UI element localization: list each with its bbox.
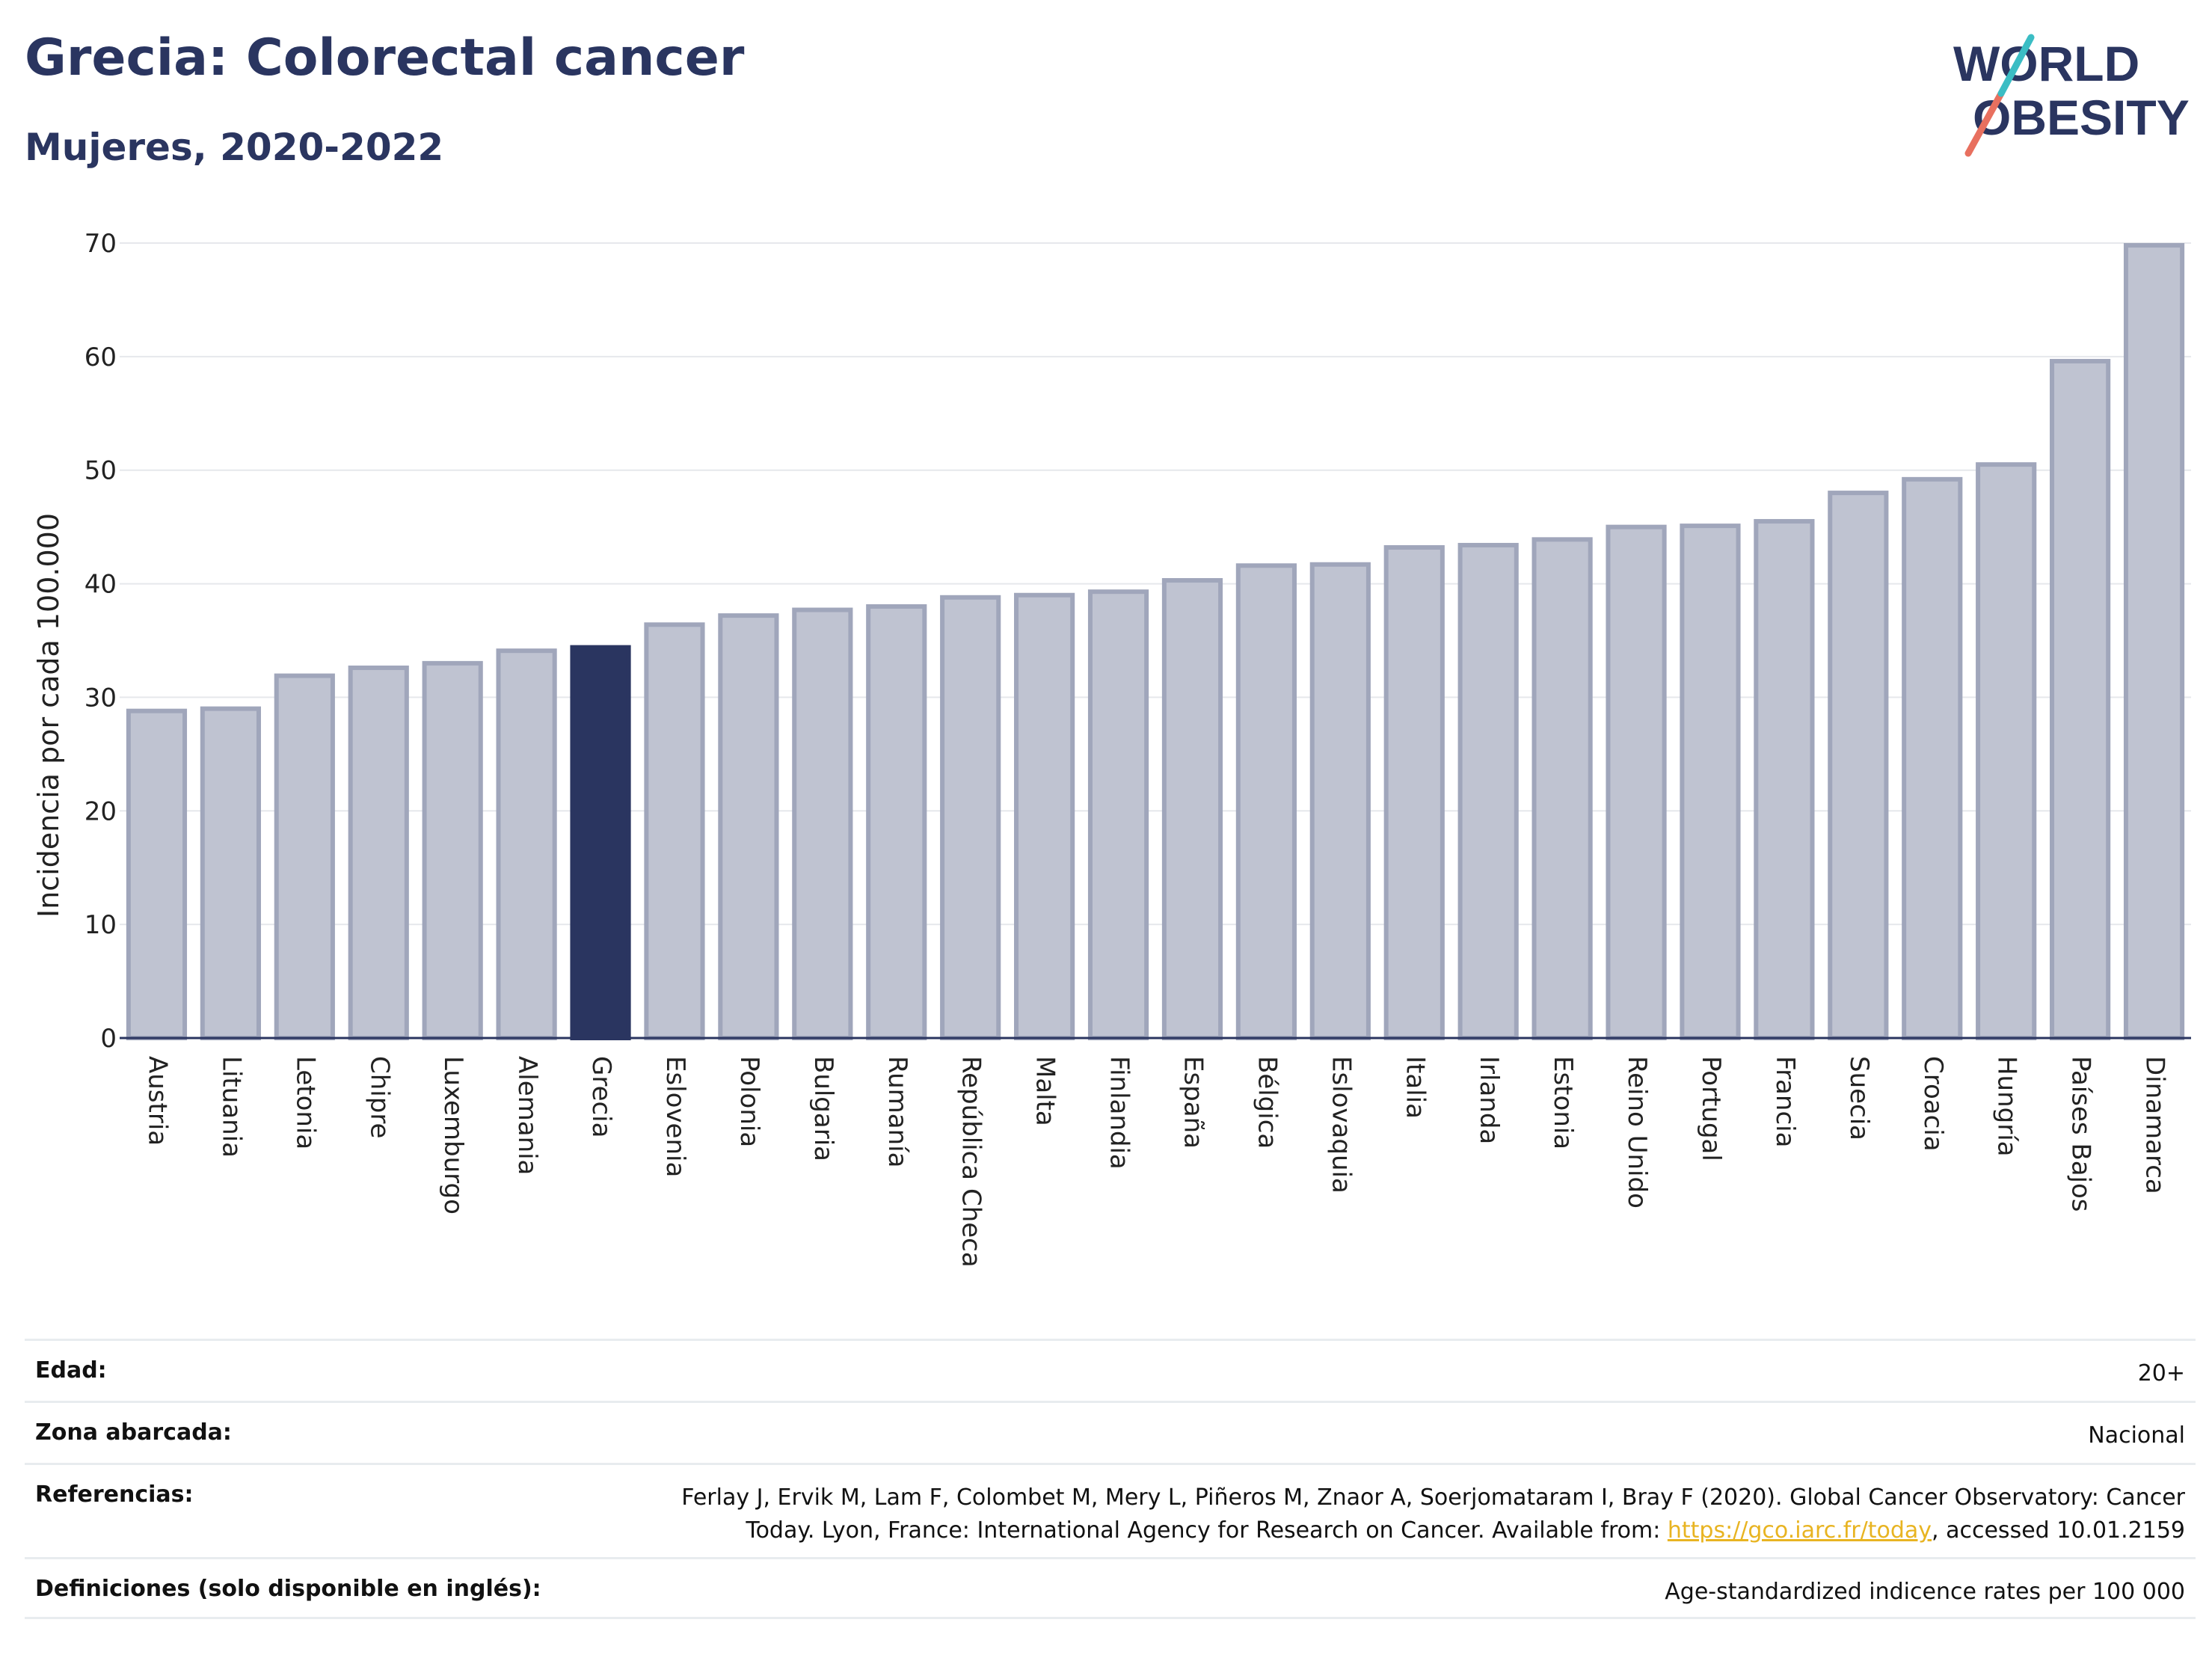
- x-tick-label: Países Bajos: [2066, 1056, 2096, 1212]
- x-tick-label: Finlandia: [1105, 1056, 1134, 1170]
- x-tick-label: Grecia: [586, 1056, 616, 1137]
- bar-bélgica: [1235, 563, 1297, 1040]
- bar-austria: [126, 708, 188, 1040]
- x-tick-label: Portugal: [1696, 1056, 1726, 1161]
- bar-letonia: [274, 673, 335, 1041]
- info-row-references: Referencias: Ferlay J, Ervik M, Lam F, C…: [25, 1463, 2196, 1557]
- references-line-2: Today. Lyon, France: International Agenc…: [746, 1517, 1668, 1544]
- x-tick-label: Bulgaria: [808, 1056, 838, 1161]
- bar-malta: [1014, 592, 1075, 1040]
- info-row-definitions: Definiciones (solo disponible en inglés)…: [25, 1557, 2196, 1619]
- bar-eslovenia: [644, 622, 705, 1040]
- y-tick-label: 30: [85, 683, 117, 713]
- x-tick-label: Estonia: [1548, 1056, 1578, 1149]
- bar-luxemburgo: [422, 660, 483, 1040]
- bar-irlanda: [1457, 542, 1519, 1040]
- bar-estonia: [1531, 537, 1593, 1040]
- references-line-1: Ferlay J, Ervik M, Lam F, Colombet M, Me…: [681, 1484, 2185, 1511]
- x-tick-label: Hungría: [1992, 1056, 2022, 1157]
- bar-croacia: [1902, 476, 1963, 1040]
- y-tick-label: 0: [100, 1024, 117, 1054]
- bar-lituania: [200, 706, 261, 1040]
- bar-grecia: [570, 645, 631, 1040]
- bar-polonia: [718, 613, 779, 1040]
- x-tick-label: Rumanía: [882, 1056, 912, 1167]
- info-table: Edad: 20+ Zona abarcada: Nacional Refere…: [25, 1339, 2196, 1619]
- y-tick-label: 70: [85, 229, 117, 259]
- x-tick-label: Francia: [1770, 1056, 1800, 1147]
- x-tick-label: Italia: [1400, 1056, 1430, 1119]
- x-tick-label: Chipre: [364, 1056, 394, 1138]
- svg-text:OBESITY: OBESITY: [1973, 90, 2190, 145]
- page-subtitle: Mujeres, 2020-2022: [25, 126, 444, 169]
- x-tick-label: Eslovenia: [660, 1056, 690, 1177]
- bar-finlandia: [1087, 589, 1149, 1040]
- area-label: Zona abarcada:: [35, 1419, 232, 1446]
- area-value: Nacional: [2088, 1422, 2185, 1449]
- bar-república-checa: [940, 595, 1001, 1040]
- x-tick-label: Bélgica: [1252, 1056, 1282, 1149]
- info-row-age: Edad: 20+: [25, 1339, 2196, 1401]
- x-tick-label: Suecia: [1844, 1056, 1874, 1140]
- bar-eslovaquia: [1309, 562, 1371, 1040]
- page-title: Grecia: Colorectal cancer: [25, 28, 745, 87]
- bar-bulgaria: [792, 607, 853, 1040]
- x-tick-label: Irlanda: [1474, 1056, 1504, 1144]
- x-tick-label: Letonia: [290, 1056, 320, 1149]
- y-tick-label: 20: [85, 796, 117, 826]
- x-tick-label: Eslovaquia: [1326, 1056, 1356, 1194]
- bar-españa: [1161, 578, 1223, 1040]
- x-tick-label: Dinamarca: [2140, 1056, 2170, 1194]
- info-row-area: Zona abarcada: Nacional: [25, 1401, 2196, 1463]
- x-tick-label: Malta: [1030, 1056, 1060, 1126]
- y-tick-label: 60: [85, 343, 117, 372]
- bar-suecia: [1828, 491, 1889, 1040]
- x-tick-label: Luxemburgo: [438, 1056, 468, 1215]
- bar-alemania: [496, 648, 557, 1040]
- x-tick-label: Alemania: [512, 1056, 542, 1175]
- bar-italia: [1383, 544, 1445, 1040]
- y-tick-label: 40: [85, 570, 117, 600]
- bar-chart: 0 10 20 30 40 50 60 70 Incidencia por cada 100.0…: [32, 229, 2191, 1268]
- references-text: Ferlay J, Ervik M, Lam F, Colombet M, Me…: [681, 1481, 2185, 1547]
- bar-países-bajos: [2050, 358, 2111, 1040]
- age-value: 20+: [2137, 1360, 2185, 1387]
- x-tick-label: Polonia: [734, 1056, 764, 1147]
- bar-reino-unido: [1606, 524, 1667, 1040]
- bar-dinamarca: [2123, 243, 2185, 1041]
- bar-portugal: [1680, 523, 1741, 1040]
- x-tick-label: República Checa: [956, 1056, 986, 1268]
- x-tick-label: Croacia: [1918, 1056, 1948, 1152]
- x-tick-label: Lituania: [216, 1056, 246, 1158]
- x-tick-label: Austria: [142, 1056, 172, 1146]
- references-accessed: , accessed 10.01.2159: [1932, 1517, 2185, 1544]
- bar-rumanía: [866, 604, 927, 1040]
- world-obesity-logo: WORLD OBESITY: [1953, 34, 2190, 157]
- svg-text:WORLD: WORLD: [1953, 36, 2139, 91]
- definitions-label: Definiciones (solo disponible en inglés)…: [35, 1576, 541, 1602]
- y-tick-label: 50: [85, 456, 117, 486]
- x-tick-label: Reino Unido: [1622, 1056, 1652, 1209]
- references-link[interactable]: https://gco.iarc.fr/today: [1667, 1517, 1932, 1544]
- y-axis-label: Incidencia por cada 100.000: [32, 513, 65, 918]
- bar-hungría: [1976, 462, 2037, 1040]
- age-label: Edad:: [35, 1357, 107, 1384]
- x-tick-label: España: [1178, 1056, 1208, 1149]
- y-tick-label: 10: [85, 910, 117, 940]
- references-label: Referencias:: [35, 1481, 194, 1508]
- bar-francia: [1754, 519, 1815, 1040]
- bar-chipre: [348, 665, 409, 1041]
- definitions-value: Age-standardized indicence rates per 100…: [1665, 1579, 2185, 1605]
